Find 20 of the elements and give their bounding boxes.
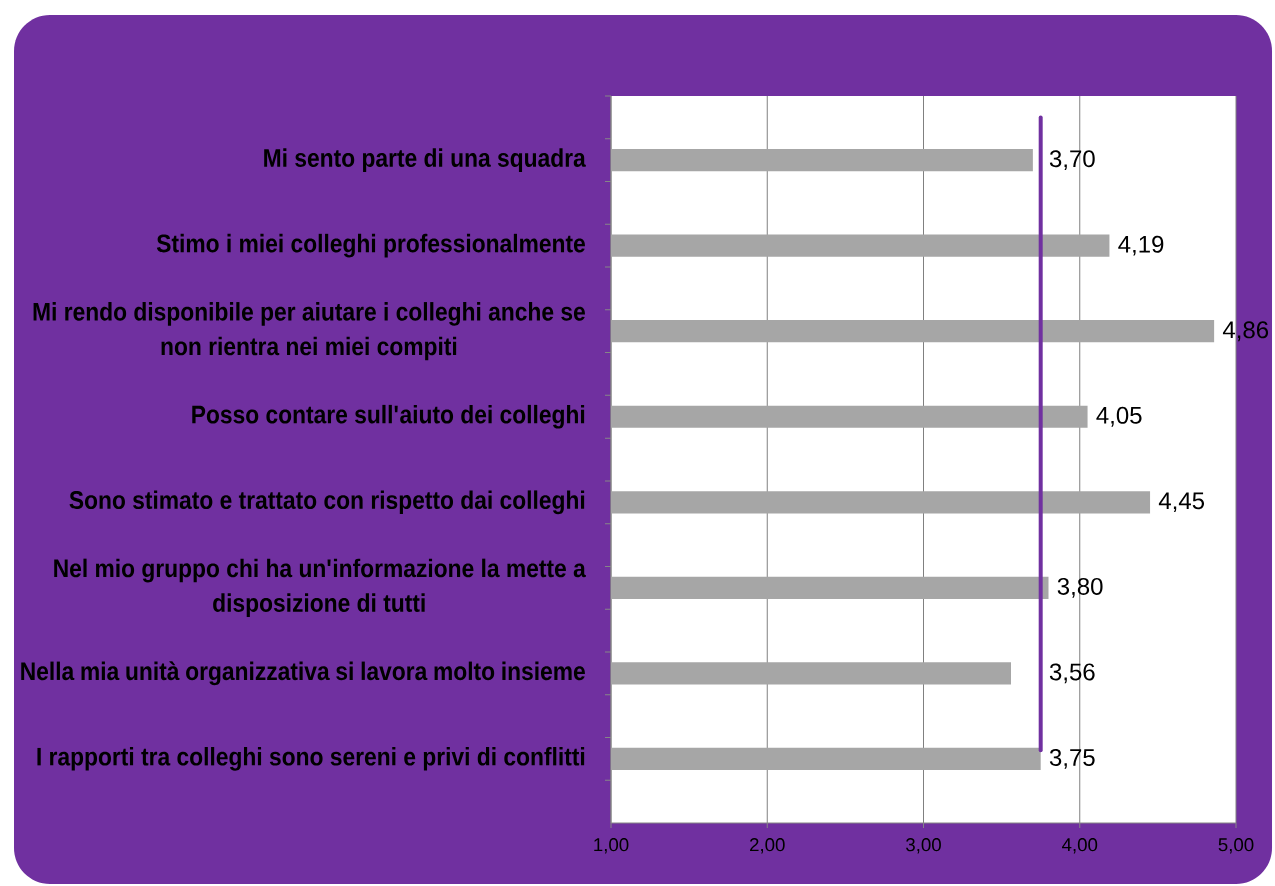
data-label: 3,70 bbox=[1049, 150, 1095, 171]
y-tick-label: Mi rendo disponibile per aiutare i colleghi anche se non rientra nei miei compiti bbox=[33, 302, 585, 361]
data-label: 3,56 bbox=[1049, 663, 1095, 684]
x-tick-label: 3,00 bbox=[906, 838, 941, 854]
x-tick-label: 2,00 bbox=[750, 838, 785, 854]
data-label: 3,80 bbox=[1057, 577, 1103, 598]
y-tick-label: Nella mia unità organizzativa si lavora molto insieme bbox=[21, 661, 585, 686]
y-tick-label: Posso contare sull'aiuto dei colleghi bbox=[192, 404, 585, 429]
data-label: 4,45 bbox=[1158, 492, 1205, 513]
data-label: 4,19 bbox=[1118, 235, 1164, 256]
x-tick-label: 1,00 bbox=[594, 838, 629, 854]
y-tick-label: I rapporti tra colleghi sono sereni e privi di conflitti bbox=[37, 747, 585, 771]
y-tick-label: Stimo i miei colleghi professionalmente bbox=[156, 233, 585, 258]
y-tick-label: Sono stimato e trattato con rispetto dai colleghi bbox=[69, 490, 585, 515]
data-label: 3,75 bbox=[1049, 748, 1095, 769]
x-tick-label: 5,00 bbox=[1218, 838, 1254, 854]
y-tick-label: Mi sento parte di una squadra bbox=[264, 148, 586, 172]
y-tick-label: Nel mio gruppo chi ha un'informazione la mette a disposizione di tutti bbox=[54, 558, 586, 617]
data-label: 4,05 bbox=[1096, 406, 1142, 427]
x-tick-label: 4,00 bbox=[1062, 838, 1098, 854]
